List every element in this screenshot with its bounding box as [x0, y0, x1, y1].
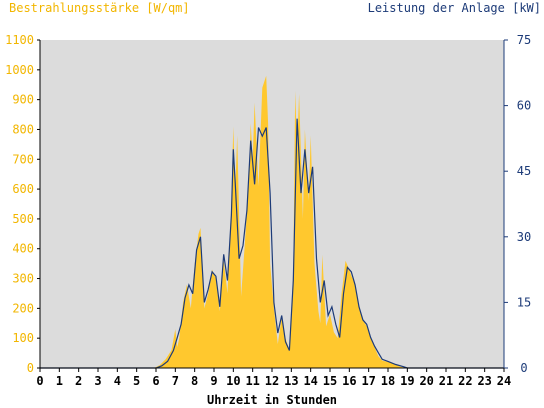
x-tick-label: 11 — [245, 374, 259, 388]
x-tick-label: 7 — [172, 374, 179, 388]
x-tick-label: 9 — [210, 374, 217, 388]
right-axis-title: Leistung der Anlage [kW] — [367, 1, 541, 15]
x-tick-label: 6 — [152, 374, 159, 388]
x-tick-label: 8 — [191, 374, 198, 388]
power-line — [40, 118, 504, 369]
x-tick-label: 12 — [265, 374, 279, 388]
x-tick-label: 17 — [361, 374, 375, 388]
right-tick-label: 60 — [517, 99, 531, 113]
irradiance-area — [40, 75, 504, 369]
x-tick-label: 13 — [284, 374, 298, 388]
left-tick-label: 0 — [27, 361, 34, 375]
x-tick-label: 22 — [458, 374, 472, 388]
left-tick-label: 800 — [12, 122, 34, 136]
left-tick-label: 100 — [12, 331, 34, 345]
x-axis-title: Uhrzeit in Stunden — [206, 393, 338, 407]
x-tick-label: 14 — [303, 374, 317, 388]
x-tick-label: 23 — [477, 374, 491, 388]
x-tick-label: 3 — [94, 374, 101, 388]
left-tick-label: 200 — [12, 301, 34, 315]
x-tick-label: 10 — [226, 374, 240, 388]
x-tick-label: 21 — [439, 374, 453, 388]
x-tick-label: 19 — [400, 374, 414, 388]
x-tick-label: 4 — [114, 374, 121, 388]
x-tick-label: 24 — [497, 374, 511, 388]
x-tick-label: 0 — [36, 374, 43, 388]
right-tick-label: 30 — [517, 230, 531, 244]
x-tick-label: 15 — [323, 374, 337, 388]
x-tick-label: 20 — [419, 374, 433, 388]
right-tick-label: 15 — [517, 295, 531, 309]
x-tick-label: 5 — [133, 374, 140, 388]
x-tick-label: 18 — [381, 374, 395, 388]
right-tick-label: 45 — [517, 164, 531, 178]
left-tick-label: 300 — [12, 272, 34, 286]
right-tick-label: 0 — [520, 361, 527, 375]
right-tick-label: 75 — [517, 33, 531, 47]
left-tick-label: 600 — [12, 182, 34, 196]
x-tick-label: 2 — [75, 374, 82, 388]
left-tick-label: 900 — [12, 93, 34, 107]
left-tick-label: 500 — [12, 212, 34, 226]
x-tick-label: 1 — [56, 374, 63, 388]
left-tick-label: 1000 — [5, 63, 34, 77]
left-tick-label: 700 — [12, 152, 34, 166]
left-tick-label: 400 — [12, 242, 34, 256]
left-axis-title: Bestrahlungsstärke [W/qm] — [9, 1, 190, 15]
x-tick-label: 16 — [342, 374, 356, 388]
left-tick-label: 1100 — [5, 33, 34, 47]
